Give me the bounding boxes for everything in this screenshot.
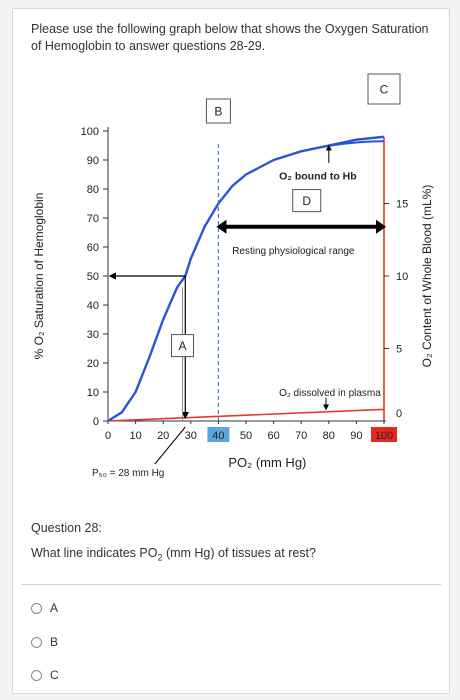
box-c-label: C (380, 83, 389, 97)
y2-tick-label: 0 (396, 408, 402, 420)
p50-pointer-line (154, 426, 186, 465)
box-a-label: A (179, 339, 187, 353)
x-tick-label: 80 (323, 430, 335, 442)
option-b[interactable]: B (31, 633, 58, 651)
box-d-box (292, 189, 322, 213)
x-tick-label: 60 (267, 430, 279, 442)
question-card: Please use the following graph below tha… (12, 8, 450, 694)
option-c[interactable]: C (31, 666, 59, 684)
y-tick-label: 70 (87, 213, 99, 225)
y-tick-label: 80 (87, 184, 99, 196)
resting-arrow-left-head (216, 219, 227, 234)
x-tick-label: 0 (105, 430, 111, 442)
x-tick-label: 50 (240, 430, 252, 442)
box-a-box (171, 334, 195, 358)
instructions-text: Please use the following graph below tha… (31, 22, 429, 53)
box-b-label: B (214, 105, 222, 119)
y-tick-label: 50 (87, 271, 99, 283)
x-tick-label: 20 (157, 430, 169, 442)
radio-b-icon[interactable] (31, 636, 42, 648)
saturation-curve-upper (306, 140, 385, 152)
y2-axis-label: O₂ Content of Whole Blood (mL%) (420, 185, 434, 368)
radio-a-icon[interactable] (31, 602, 42, 614)
question-text-before: What line indicates PO (31, 546, 158, 560)
x-tick-label: 70 (295, 430, 307, 442)
oxygen-dissociation-chart: % O₂ Saturation of Hemoglobin O₂ Content … (32, 73, 434, 479)
x-tick-highlight-100 (371, 427, 397, 442)
box-c-box (367, 73, 401, 105)
y-tick-label: 40 (87, 300, 99, 312)
y-tick-label: 60 (87, 242, 99, 254)
box-d-label: D (302, 194, 311, 208)
x-tick-label: 40 (212, 430, 224, 442)
option-b-label: B (50, 635, 59, 649)
box-b-box (205, 98, 231, 124)
y-tick-label: 100 (81, 126, 99, 138)
y-tick-label: 20 (87, 358, 99, 370)
question-text: What line indicates PO2 (mm Hg) of tissu… (31, 546, 316, 563)
question-text-after: (mm Hg) of tissues at rest? (162, 546, 316, 560)
x-tick-label: 90 (350, 430, 362, 442)
x-tick-label: 30 (185, 430, 197, 442)
label-resting-range: Resting physiological range (232, 246, 355, 257)
y-tick-label: 30 (87, 329, 99, 341)
y-tick-label: 0 (93, 416, 99, 428)
y-tick-label: 90 (87, 155, 99, 167)
y-tick-label: 10 (87, 387, 99, 399)
x-tick-label: 100 (375, 430, 393, 442)
label-p50: P₅₀ = 28 mm Hg (92, 468, 164, 479)
y-axis-label: % O₂ Saturation of Hemoglobin (32, 193, 46, 360)
label-dissolved-plasma: O₂ dissolved in plasma (279, 388, 381, 399)
y2-tick-label: 5 (396, 344, 402, 356)
x-axis-label: PO₂ (mm Hg) (228, 455, 306, 470)
label-bound-to-hb: O₂ bound to Hb (279, 171, 357, 183)
option-c-label: C (50, 668, 59, 682)
radio-c-icon[interactable] (31, 669, 42, 681)
resting-arrow-right-head (376, 219, 386, 234)
x-tick-label: 10 (129, 430, 141, 442)
option-a[interactable]: A (31, 599, 58, 617)
question-title: Question 28: (31, 521, 102, 535)
divider (21, 584, 441, 585)
y2-tick-label: 15 (396, 199, 408, 211)
question-text-sub: 2 (157, 552, 163, 563)
option-a-label: A (50, 601, 59, 615)
x-tick-highlight-40 (207, 427, 230, 442)
dissolved-plasma-line (107, 408, 385, 422)
y2-tick-label: 10 (396, 271, 408, 283)
